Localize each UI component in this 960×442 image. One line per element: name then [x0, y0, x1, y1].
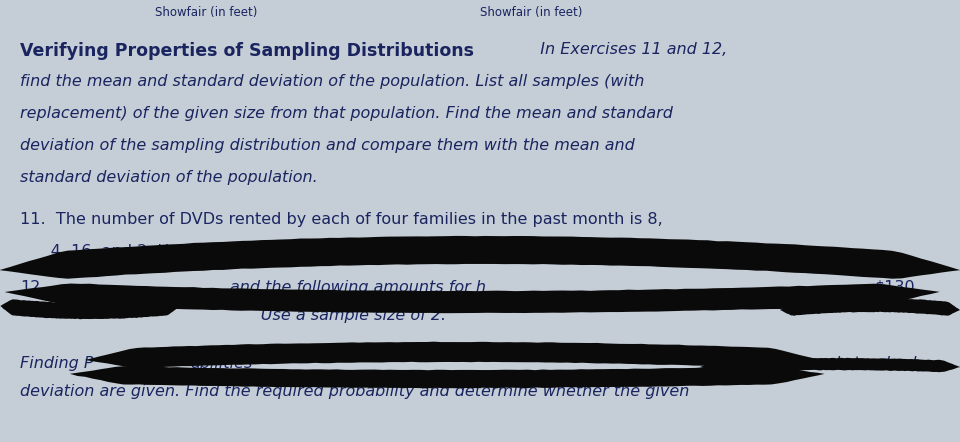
Polygon shape	[70, 366, 825, 389]
Text: abilities: abilities	[190, 356, 252, 371]
Text: standard deviation of the population.: standard deviation of the population.	[20, 170, 318, 185]
Text: d standard: d standard	[830, 356, 917, 371]
Text: Finding P: Finding P	[20, 356, 93, 371]
Polygon shape	[780, 297, 960, 316]
Text: 12.: 12.	[20, 280, 45, 295]
Text: and the following amounts for h: and the following amounts for h	[230, 280, 486, 295]
Text: $130,: $130,	[875, 280, 921, 295]
Polygon shape	[85, 342, 820, 368]
Polygon shape	[700, 358, 960, 372]
Polygon shape	[0, 236, 960, 279]
Text: In Exercises 11 and 12,: In Exercises 11 and 12,	[530, 42, 728, 57]
Text: Showfair (in feet): Showfair (in feet)	[155, 6, 257, 19]
Text: Use a sample size of 2.: Use a sample size of 2.	[230, 308, 446, 323]
Text: find the mean and standard deviation of the population. List all samples (with: find the mean and standard deviation of …	[20, 74, 644, 89]
Polygon shape	[0, 299, 180, 319]
Text: 11.  The number of DVDs rented by each of four families in the past month is 8,: 11. The number of DVDs rented by each of…	[20, 212, 662, 227]
Text: deviation of the sampling distribution and compare them with the mean and: deviation of the sampling distribution a…	[20, 138, 635, 153]
Polygon shape	[5, 284, 940, 313]
Text: replacement) of the given size from that population. Find the mean and standard: replacement) of the given size from that…	[20, 106, 673, 121]
Text: Verifying Properties of Sampling Distributions: Verifying Properties of Sampling Distrib…	[20, 42, 474, 60]
Text: 4, 16, and 2. Use a sample size of 3.: 4, 16, and 2. Use a sample size of 3.	[20, 244, 343, 259]
Text: Showfair (in feet): Showfair (in feet)	[480, 6, 583, 19]
Text: deviation are given. Find the required probability and determine whether the giv: deviation are given. Find the required p…	[20, 384, 689, 399]
